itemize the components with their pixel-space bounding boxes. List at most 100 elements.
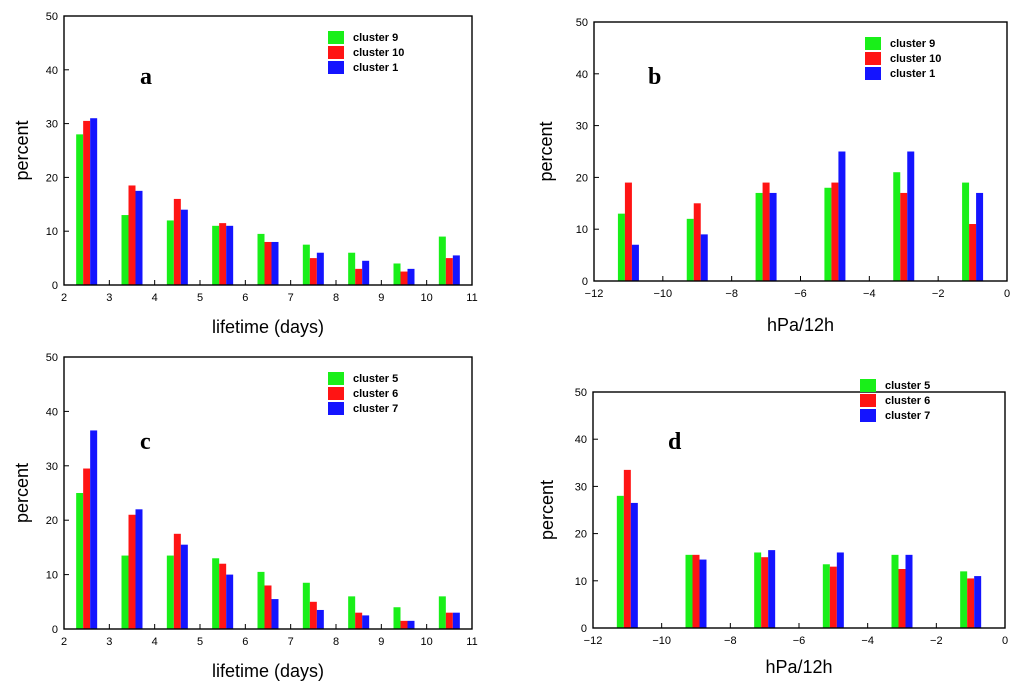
x-tick-label-a-3: 5	[197, 292, 203, 304]
bar-a-s0-8	[438, 236, 446, 285]
x-tick-label-d-3: −6	[793, 635, 806, 647]
legend-swatch-a-1	[328, 46, 344, 59]
bar-c-s2-0	[90, 430, 98, 629]
bar-a-s2-3	[226, 225, 234, 285]
bar-c-s0-8	[438, 596, 446, 629]
bar-d-s2-3	[836, 552, 844, 628]
bar-a-s1-7	[400, 271, 408, 285]
x-tick-label-c-1: 3	[106, 636, 112, 648]
bar-a-s0-1	[121, 215, 129, 285]
legend-swatch-b-1	[865, 52, 881, 65]
y-tick-label-c-2: 20	[46, 515, 58, 527]
bar-b-s0-2	[755, 192, 763, 281]
bar-a-s2-2	[180, 209, 188, 285]
x-tick-label-b-0: −12	[585, 288, 604, 300]
x-tick-label-a-5: 7	[288, 292, 294, 304]
x-tick-label-c-9: 11	[466, 636, 477, 648]
panel-letter-c: c	[140, 429, 151, 455]
y-tick-label-a-3: 30	[46, 119, 58, 131]
bar-a-s2-0	[90, 118, 98, 285]
x-tick-label-c-4: 6	[242, 636, 248, 648]
bar-a-s1-0	[83, 120, 91, 285]
legend-swatch-c-1	[328, 387, 344, 400]
bar-b-s1-5	[969, 224, 977, 281]
legend-label-a-0: cluster 9	[353, 32, 398, 44]
plot-frame-b	[593, 21, 1008, 282]
y-tick-label-d-5: 50	[575, 387, 587, 399]
x-tick-label-a-7: 9	[378, 292, 384, 304]
legend-label-d-2: cluster 7	[885, 410, 930, 422]
x-tick-label-c-8: 10	[421, 636, 433, 648]
chart-panel-d: −12 −10 −8 −6 −4 −2 0 0 10 20 30 40 50 hPa/12h percent…	[537, 379, 1008, 677]
x-tick-label-c-2: 4	[152, 636, 158, 648]
bar-a-s1-6	[355, 268, 363, 285]
x-tick-label-d-4: −4	[861, 635, 874, 647]
bar-d-s0-3	[822, 564, 830, 628]
y-tick-label-d-1: 10	[575, 576, 587, 588]
panel-letter-a: a	[140, 64, 152, 90]
bar-a-s2-8	[452, 255, 460, 285]
bar-c-s0-6	[348, 596, 356, 629]
legend-label-a-2: cluster 1	[353, 62, 398, 74]
x-tick-label-c-5: 7	[288, 636, 294, 648]
y-tick-label-a-0: 0	[52, 280, 58, 292]
legend-label-d-1: cluster 6	[885, 395, 930, 407]
bar-a-s1-8	[445, 258, 453, 285]
x-tick-label-c-3: 5	[197, 636, 203, 648]
y-tick-label-b-2: 20	[576, 172, 588, 184]
bar-a-s2-4	[271, 241, 279, 285]
bar-a-s1-1	[128, 185, 136, 285]
bar-c-s2-2	[180, 544, 188, 629]
bar-b-s0-1	[686, 218, 694, 281]
bar-d-s1-1	[692, 554, 700, 628]
x-axis-label-d: hPa/12h	[765, 657, 832, 677]
y-tick-label-c-0: 0	[52, 624, 58, 636]
bar-b-s2-0	[631, 244, 639, 281]
x-tick-label-a-1: 3	[106, 292, 112, 304]
bar-c-s1-6	[355, 612, 363, 629]
x-tick-label-b-2: −8	[725, 288, 738, 300]
legend-swatch-b-0	[865, 37, 881, 50]
bar-c-s1-1	[128, 514, 136, 629]
legend-label-c-2: cluster 7	[353, 403, 398, 415]
bar-d-s2-0	[630, 502, 638, 628]
y-tick-label-d-4: 40	[575, 434, 587, 446]
y-tick-label-b-3: 30	[576, 121, 588, 133]
x-tick-label-a-9: 11	[466, 292, 477, 304]
bar-c-s2-6	[362, 615, 370, 629]
y-axis-label-c: percent	[12, 463, 32, 523]
y-tick-label-b-1: 10	[576, 224, 588, 236]
y-tick-label-b-0: 0	[582, 276, 588, 288]
bar-c-s2-4	[271, 599, 279, 629]
bar-c-s2-3	[226, 574, 234, 629]
bar-c-s1-8	[445, 612, 453, 629]
bar-c-s0-0	[76, 493, 84, 629]
x-tick-label-a-4: 6	[242, 292, 248, 304]
bar-c-s2-8	[452, 612, 460, 629]
y-tick-label-a-1: 10	[46, 226, 58, 238]
x-tick-label-d-2: −8	[724, 635, 737, 647]
bar-c-s0-1	[121, 555, 129, 629]
bar-d-s1-2	[761, 557, 769, 628]
bar-a-s0-3	[212, 225, 220, 285]
bar-a-s1-4	[264, 241, 272, 285]
x-tick-label-a-8: 10	[421, 292, 433, 304]
bar-c-s1-7	[400, 620, 408, 629]
y-tick-label-b-4: 40	[576, 69, 588, 81]
y-tick-label-b-5: 50	[576, 17, 588, 29]
y-tick-label-a-2: 20	[46, 172, 58, 184]
x-tick-label-d-1: −10	[652, 635, 671, 647]
bar-b-s2-3	[838, 151, 846, 281]
x-axis-label-a: lifetime (days)	[212, 317, 324, 337]
y-tick-label-d-2: 20	[575, 529, 587, 541]
bar-d-s2-2	[768, 550, 776, 628]
bar-c-s0-5	[302, 582, 310, 629]
bar-c-s2-7	[407, 620, 415, 629]
bar-a-s0-6	[348, 252, 356, 285]
y-tick-label-a-5: 50	[46, 11, 58, 23]
bar-b-s0-3	[824, 187, 832, 281]
legend-swatch-a-2	[328, 61, 344, 74]
legend-label-c-1: cluster 6	[353, 388, 398, 400]
x-axis-label-b: hPa/12h	[767, 315, 834, 335]
bar-b-s0-4	[893, 172, 901, 281]
